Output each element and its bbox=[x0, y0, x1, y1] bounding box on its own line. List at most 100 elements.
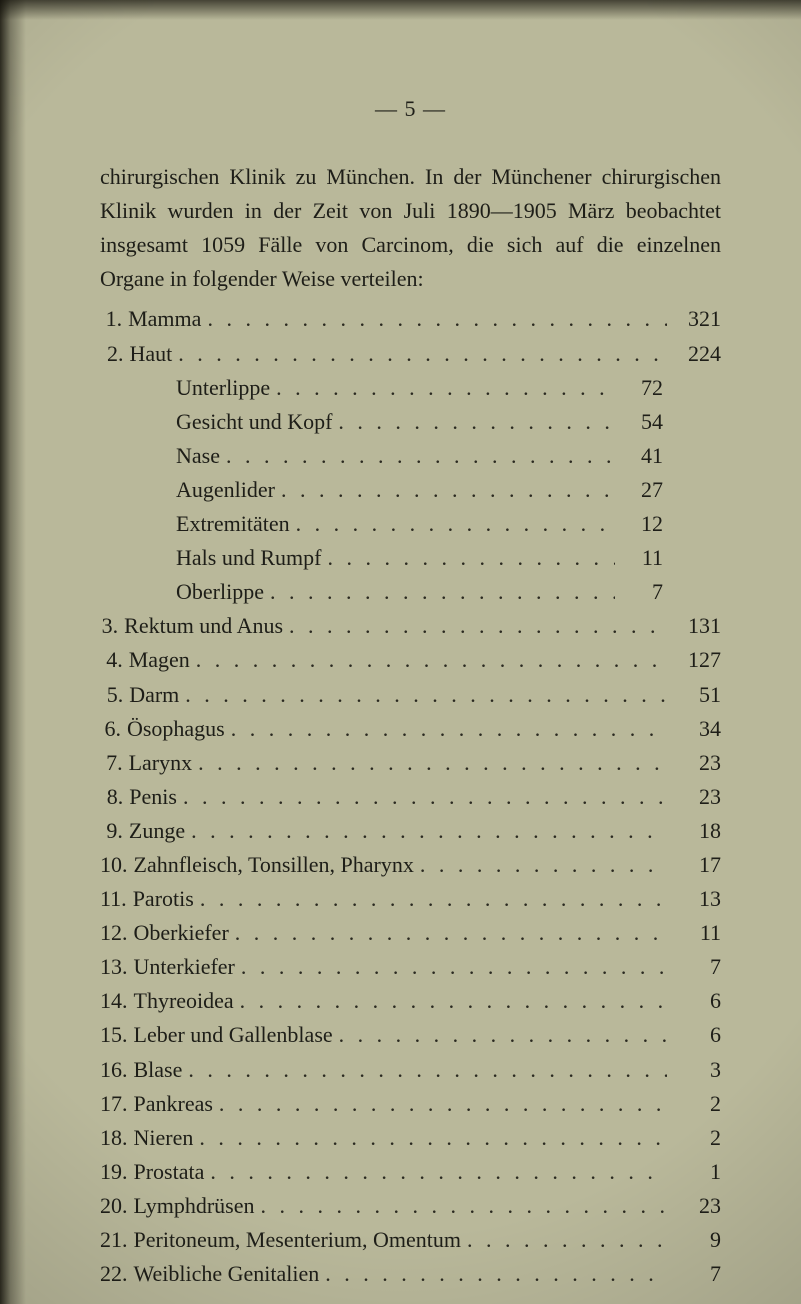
item-label: Lymphdrüsen bbox=[134, 1189, 255, 1223]
item-value: 23 bbox=[667, 1189, 721, 1223]
list-item: 5.Darm 51 bbox=[100, 678, 721, 712]
item-value: 224 bbox=[667, 337, 721, 371]
item-label: Blase bbox=[134, 1053, 183, 1087]
item-label: Zahnfleisch, Tonsillen, Pharynx bbox=[134, 848, 414, 882]
item-label: Weibliche Genitalien bbox=[134, 1257, 320, 1291]
item-label: Peritoneum, Mesenterium, Omentum bbox=[134, 1223, 462, 1257]
item-number: 19. bbox=[100, 1155, 134, 1189]
item-label: Magen bbox=[129, 643, 190, 677]
subitem-label: Nase bbox=[176, 439, 220, 473]
subitem-label: Extremitäten bbox=[176, 507, 290, 541]
item-label: Pankreas bbox=[134, 1087, 213, 1121]
item-value: 7 bbox=[667, 950, 721, 984]
list-item: 9.Zunge18 bbox=[100, 814, 721, 848]
leader-dots bbox=[255, 1189, 668, 1223]
item-value: 9 bbox=[667, 1223, 721, 1257]
scan-shadow-top bbox=[0, 0, 801, 20]
item-number: 6. bbox=[100, 712, 127, 746]
leader-dots bbox=[275, 473, 615, 507]
item-label: Leber und Gallenblase bbox=[134, 1018, 333, 1052]
item-value: 127 bbox=[667, 643, 721, 677]
leader-dots bbox=[190, 643, 667, 677]
subitem-value: 12 bbox=[615, 507, 721, 541]
item-number: 17. bbox=[100, 1087, 134, 1121]
item-number: 5. bbox=[100, 678, 129, 712]
leader-dots bbox=[201, 302, 667, 336]
item-value: 1 bbox=[667, 1155, 721, 1189]
list-item: 18.Nieren 2 bbox=[100, 1121, 721, 1155]
leader-dots bbox=[172, 337, 667, 371]
page-number: — 5 — bbox=[100, 92, 721, 126]
list-item: 8.Penis23 bbox=[100, 780, 721, 814]
item-value: 3 bbox=[667, 1053, 721, 1087]
subitem-label: Unterlippe bbox=[176, 371, 270, 405]
list-item: 13.Unterkiefer7 bbox=[100, 950, 721, 984]
item-label: Mamma bbox=[128, 302, 201, 336]
list-item: 4.Magen 127 bbox=[100, 643, 721, 677]
leader-dots bbox=[192, 746, 667, 780]
list-item: 20.Lymphdrüsen 23 bbox=[100, 1189, 721, 1223]
item-label: Penis bbox=[129, 780, 177, 814]
item-value: 51 bbox=[667, 678, 721, 712]
item-number: 12. bbox=[100, 916, 134, 950]
item-number: 15. bbox=[100, 1018, 134, 1052]
page-content: — 5 — chirurgischen Klinik zu München. I… bbox=[100, 92, 721, 1291]
item-value: 13 bbox=[667, 882, 721, 916]
list-item: 22.Weibliche Genitalien7 bbox=[100, 1257, 721, 1291]
item-value: 321 bbox=[667, 302, 721, 336]
subitem-value: 72 bbox=[615, 371, 721, 405]
leader-dots bbox=[319, 1257, 667, 1291]
item-label: Ösophagus bbox=[127, 712, 225, 746]
list-subitem: Augenlider27 bbox=[100, 473, 721, 507]
subitem-label: Oberlippe bbox=[176, 575, 264, 609]
item-label: Prostata bbox=[134, 1155, 205, 1189]
leader-dots bbox=[290, 507, 615, 541]
item-label: Parotis bbox=[133, 882, 194, 916]
item-label: Darm bbox=[129, 678, 179, 712]
item-label: Rektum und Anus bbox=[124, 609, 283, 643]
leader-dots bbox=[220, 439, 615, 473]
list-item: 21.Peritoneum, Mesenterium, Omentum9 bbox=[100, 1223, 721, 1257]
item-number: 1. bbox=[100, 302, 128, 336]
leader-dots bbox=[185, 814, 667, 848]
item-number: 20. bbox=[100, 1189, 134, 1223]
item-number: 2. bbox=[100, 337, 130, 371]
item-number: 8. bbox=[100, 780, 129, 814]
item-number: 4. bbox=[100, 643, 129, 677]
subitem-label: Gesicht und Kopf bbox=[176, 405, 332, 439]
item-number: 18. bbox=[100, 1121, 134, 1155]
item-label: Nieren bbox=[134, 1121, 194, 1155]
item-number: 22. bbox=[100, 1257, 134, 1291]
leader-dots bbox=[179, 678, 667, 712]
leader-dots bbox=[234, 984, 667, 1018]
subitem-value: 11 bbox=[615, 541, 721, 575]
leader-dots bbox=[229, 916, 667, 950]
leader-dots bbox=[283, 609, 667, 643]
list-subitem: Nase 41 bbox=[100, 439, 721, 473]
leader-dots bbox=[177, 780, 667, 814]
list-item: 2.Haut 224 bbox=[100, 337, 721, 371]
item-label: Haut bbox=[130, 337, 173, 371]
subitem-value: 41 bbox=[615, 439, 721, 473]
item-value: 18 bbox=[667, 814, 721, 848]
leader-dots bbox=[235, 950, 667, 984]
item-label: Oberkiefer bbox=[134, 916, 229, 950]
item-number: 7. bbox=[100, 746, 129, 780]
item-value: 17 bbox=[667, 848, 721, 882]
item-value: 34 bbox=[667, 712, 721, 746]
list-item: 19.Prostata 1 bbox=[100, 1155, 721, 1189]
list-item: 11.Parotis13 bbox=[100, 882, 721, 916]
item-value: 6 bbox=[667, 984, 721, 1018]
list-item: 7.Larynx23 bbox=[100, 746, 721, 780]
list-item: 1.Mamma 321 bbox=[100, 302, 721, 336]
item-number: 9. bbox=[100, 814, 129, 848]
leader-dots bbox=[193, 1121, 667, 1155]
leader-dots bbox=[194, 882, 667, 916]
list-item: 17.Pankreas 2 bbox=[100, 1087, 721, 1121]
item-value: 2 bbox=[667, 1121, 721, 1155]
leader-dots bbox=[321, 541, 615, 575]
list-item: 6.Ösophagus 34 bbox=[100, 712, 721, 746]
list-subitem: Unterlippe 72 bbox=[100, 371, 721, 405]
item-value: 2 bbox=[667, 1087, 721, 1121]
list-item: 15.Leber und Gallenblase6 bbox=[100, 1018, 721, 1052]
